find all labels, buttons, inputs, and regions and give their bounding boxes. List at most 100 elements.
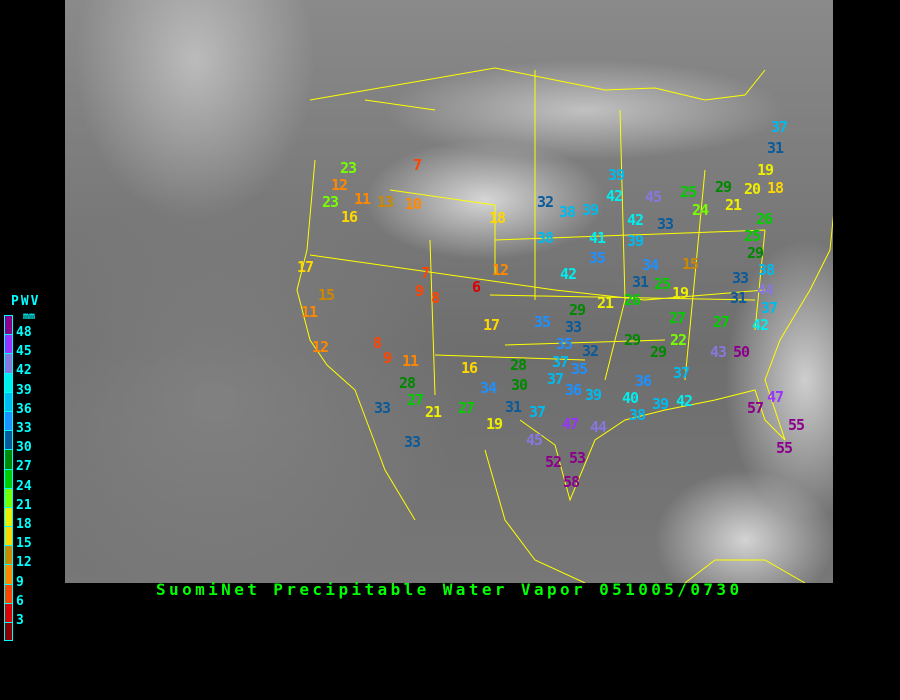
us-canada-border [309, 67, 766, 101]
pwv-station-value: 12 [492, 261, 509, 279]
pwv-station-value: 28 [399, 374, 416, 392]
pwv-station-value: 28 [510, 356, 527, 374]
state-boundaries [296, 67, 833, 583]
pwv-station-value: 39 [608, 166, 625, 184]
pwv-station-value: 26 [756, 210, 773, 228]
legend-tick-label: 39 [16, 382, 32, 398]
pwv-station-value: 37 [529, 403, 546, 421]
legend-swatch [4, 449, 13, 469]
pwv-station-value: 32 [537, 193, 554, 211]
legend-tick-label: 33 [16, 421, 32, 436]
pwv-station-value: 29 [650, 343, 667, 361]
pwv-station-value: 9 [415, 282, 424, 300]
legend-tick-label: 24 [16, 478, 32, 494]
pwv-station-value: 37 [552, 353, 569, 371]
pwv-station-value: 31 [767, 139, 784, 157]
pwv-station-value: 33 [404, 433, 421, 451]
legend-tick-label: 12 [16, 555, 32, 571]
legend-swatch [4, 526, 13, 546]
pwv-station-value: 18 [767, 179, 784, 197]
legend-swatch [4, 622, 13, 642]
pwv-station-value: 25 [744, 227, 761, 245]
pwv-station-value: 34 [480, 379, 497, 397]
legend-swatch [4, 545, 13, 565]
pwv-station-value: 39 [582, 201, 599, 219]
pwv-station-value: 11 [354, 190, 371, 208]
pwv-station-value: 26 [624, 291, 641, 309]
pwv-station-value: 25 [654, 275, 671, 293]
pwv-station-value: 21 [425, 403, 442, 421]
pwv-station-value: 58 [563, 473, 580, 491]
pwv-station-value: 31 [730, 289, 747, 307]
pwv-station-value: 11 [301, 303, 318, 321]
pwv-station-value: 35 [571, 360, 588, 378]
gulf-coast [519, 214, 833, 502]
pwv-station-value: 31 [505, 398, 522, 416]
pwv-station-value: 10 [405, 195, 422, 213]
pwv-station-value: 43 [710, 343, 727, 361]
pwv-station-value: 16 [461, 359, 478, 377]
pwv-station-value: 12 [331, 176, 348, 194]
pwv-station-value: 29 [569, 301, 586, 319]
legend-tick-label: 9 [16, 574, 24, 590]
pwv-station-value: 33 [374, 399, 391, 417]
pwv-station-value: 40 [622, 389, 639, 407]
legend-swatch [4, 410, 13, 431]
pwv-station-value: 19 [672, 284, 689, 302]
mexico-coast [484, 449, 806, 583]
pwv-station-value: 36 [565, 381, 582, 399]
pwv-station-value: 21 [597, 294, 614, 312]
pwv-station-value: 45 [645, 188, 662, 206]
pwv-station-value: 12 [312, 338, 329, 356]
pwv-station-value: 37 [771, 118, 788, 136]
pwv-station-value: 47 [767, 388, 784, 406]
west-coast [296, 159, 416, 521]
pwv-station-value: 21 [725, 196, 742, 214]
pwv-station-value: 39 [652, 395, 669, 413]
satellite-map [65, 0, 833, 583]
pwv-station-value: 38 [629, 406, 646, 424]
pwv-station-value: 33 [732, 269, 749, 287]
pwv-station-value: 42 [627, 211, 644, 229]
pwv-station-value: 23 [322, 193, 339, 211]
pwv-station-value: 9 [383, 349, 392, 367]
pwv-station-value: 8 [373, 334, 382, 352]
legend-tick-label: 30 [16, 440, 32, 456]
legend-tick-label: 42 [16, 363, 32, 379]
pwv-station-value: 27 [407, 391, 424, 409]
legend-tick-label: 27 [16, 459, 32, 475]
legend-tick-label: 45 [16, 344, 32, 360]
pwv-station-value: 35 [556, 335, 573, 353]
pwv-station-value: 6 [472, 278, 481, 296]
pwv-station-value: 38 [758, 261, 775, 279]
pwv-station-value: 27 [669, 309, 686, 327]
pwv-station-value: 35 [589, 249, 606, 267]
pwv-station-value: 31 [632, 273, 649, 291]
pwv-station-value: 20 [744, 180, 761, 198]
pwv-station-value: 32 [582, 342, 599, 360]
legend-swatch [4, 372, 13, 392]
interior-lines [309, 70, 766, 396]
pwv-station-value: 7 [413, 156, 422, 174]
pwv-station-value: 37 [673, 364, 690, 382]
pwv-station-value: 38 [537, 229, 554, 247]
pwv-station-value: 25 [680, 183, 697, 201]
map-title: SuomiNet Precipitable Water Vapor 051005… [156, 580, 743, 599]
pwv-station-value: 42 [560, 265, 577, 283]
pwv-station-value: 57 [747, 399, 764, 417]
pwv-station-value: 37 [547, 370, 564, 388]
legend-swatch [4, 506, 13, 527]
pwv-station-value: 23 [340, 159, 357, 177]
pwv-station-value: 29 [747, 244, 764, 262]
pwv-station-value: 52 [545, 453, 562, 471]
pwv-station-value: 33 [565, 318, 582, 336]
legend-color-bar [4, 315, 13, 642]
pwv-station-value: 16 [341, 208, 358, 226]
pwv-station-value: 38 [559, 203, 576, 221]
pwv-station-value: 18 [489, 209, 506, 227]
pwv-station-value: 13 [377, 193, 394, 211]
legend-tick-label: 21 [16, 497, 32, 513]
legend-swatch [4, 564, 13, 584]
legend-swatch [4, 430, 13, 450]
